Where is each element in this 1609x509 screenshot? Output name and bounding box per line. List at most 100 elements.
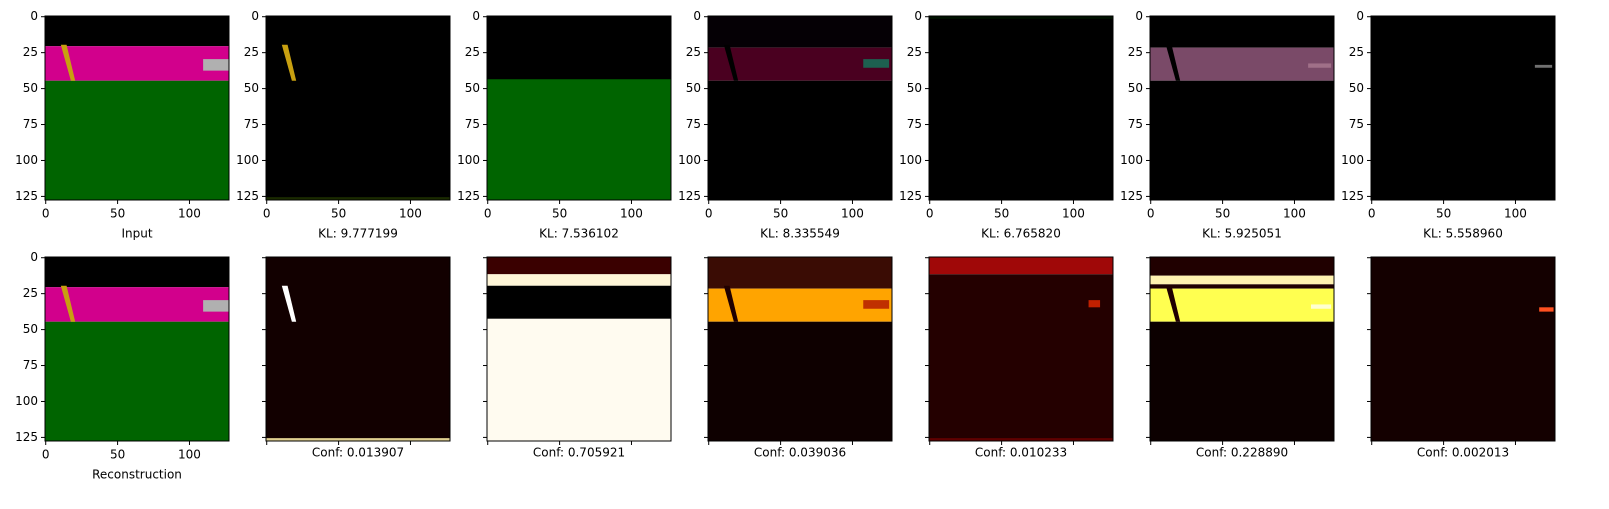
region: [929, 16, 1113, 19]
x-tick-label: 100: [399, 207, 422, 221]
region: [929, 274, 1113, 441]
region: [266, 257, 450, 441]
frame: [486, 15, 672, 201]
region: [929, 16, 1113, 200]
y-tick-label: 75: [907, 117, 922, 131]
y-tick-label: 50: [907, 81, 922, 95]
y-tick-label: 25: [686, 45, 701, 59]
region: [1150, 47, 1334, 81]
region: [266, 197, 450, 200]
y-tick-label: 0: [251, 9, 259, 23]
panel: Conf: 0.002013: [1367, 256, 1556, 460]
x-tick-label: 0: [705, 207, 713, 221]
frame: [1370, 256, 1556, 442]
y-tick-label: 75: [244, 117, 259, 131]
region: [1150, 284, 1334, 289]
caption: Reconstruction: [92, 468, 182, 482]
car: [863, 300, 890, 309]
y-tick-label: 125: [678, 189, 701, 203]
region: [929, 438, 1113, 441]
y-tick-label: 0: [472, 9, 480, 23]
region: [1150, 80, 1334, 200]
x-tick-label: 50: [110, 207, 125, 221]
y-tick-label: 125: [899, 189, 922, 203]
y-tick-label: 125: [1120, 189, 1143, 203]
y-tick-label: 100: [236, 153, 259, 167]
x-tick-label: 50: [1436, 207, 1451, 221]
caption: Conf: 0.010233: [975, 446, 1067, 460]
region: [45, 46, 229, 81]
caption: Conf: 0.039036: [754, 446, 846, 460]
y-tick-label: 75: [1128, 117, 1143, 131]
pole: [60, 285, 76, 322]
caption: Conf: 0.228890: [1196, 446, 1288, 460]
car: [203, 300, 229, 312]
region: [266, 438, 450, 441]
car: [863, 59, 890, 68]
y-tick-label: 50: [23, 81, 38, 95]
y-tick-label: 75: [1349, 117, 1364, 131]
y-tick-label: 100: [15, 394, 38, 408]
y-tick-label: 100: [678, 153, 701, 167]
y-tick-label: 100: [457, 153, 480, 167]
y-tick-label: 100: [1341, 153, 1364, 167]
frame: [44, 256, 230, 442]
y-tick-label: 25: [244, 45, 259, 59]
region: [708, 321, 892, 441]
region: [1150, 321, 1334, 441]
region: [708, 16, 892, 48]
y-tick-label: 25: [23, 286, 38, 300]
x-tick-label: 100: [841, 207, 864, 221]
caption: KL: 7.536102: [539, 227, 619, 241]
pole: [1165, 285, 1181, 322]
region: [487, 16, 671, 81]
y-tick-label: 25: [907, 45, 922, 59]
x-tick-label: 0: [263, 207, 271, 221]
y-tick-label: 75: [23, 358, 38, 372]
y-tick-label: 75: [686, 117, 701, 131]
caption: KL: 8.335549: [760, 227, 840, 241]
y-tick-label: 0: [1356, 9, 1364, 23]
y-tick-label: 0: [30, 250, 38, 264]
frame: [1149, 256, 1335, 442]
y-tick-label: 0: [30, 9, 38, 23]
region: [45, 80, 229, 200]
car: [1088, 300, 1101, 308]
region: [1371, 257, 1555, 441]
region: [487, 79, 671, 200]
x-tick-label: 100: [178, 207, 201, 221]
caption: KL: 5.558960: [1423, 227, 1503, 241]
x-tick-label: 0: [1368, 207, 1376, 221]
car: [203, 59, 229, 71]
region: [487, 257, 671, 275]
x-tick-label: 100: [178, 448, 201, 462]
region: [1150, 288, 1334, 322]
frame: [928, 15, 1114, 201]
pole: [723, 44, 739, 81]
region: [487, 318, 671, 441]
x-tick-label: 50: [331, 207, 346, 221]
frame: [1370, 15, 1556, 201]
region: [487, 274, 671, 286]
y-tick-label: 125: [236, 189, 259, 203]
y-tick-label: 125: [457, 189, 480, 203]
x-tick-label: 0: [484, 207, 492, 221]
y-tick-label: 125: [1341, 189, 1364, 203]
pole: [60, 44, 76, 81]
y-tick-label: 25: [1128, 45, 1143, 59]
y-tick-label: 50: [1349, 81, 1364, 95]
caption: KL: 5.925051: [1202, 227, 1282, 241]
pole: [723, 285, 739, 322]
x-tick-label: 50: [994, 207, 1009, 221]
panel: Conf: 0.039036: [704, 256, 893, 460]
y-tick-label: 50: [686, 81, 701, 95]
region: [45, 257, 229, 288]
y-tick-label: 25: [23, 45, 38, 59]
x-tick-label: 100: [620, 207, 643, 221]
frame: [44, 15, 230, 201]
y-tick-label: 25: [465, 45, 480, 59]
x-tick-label: 50: [552, 207, 567, 221]
